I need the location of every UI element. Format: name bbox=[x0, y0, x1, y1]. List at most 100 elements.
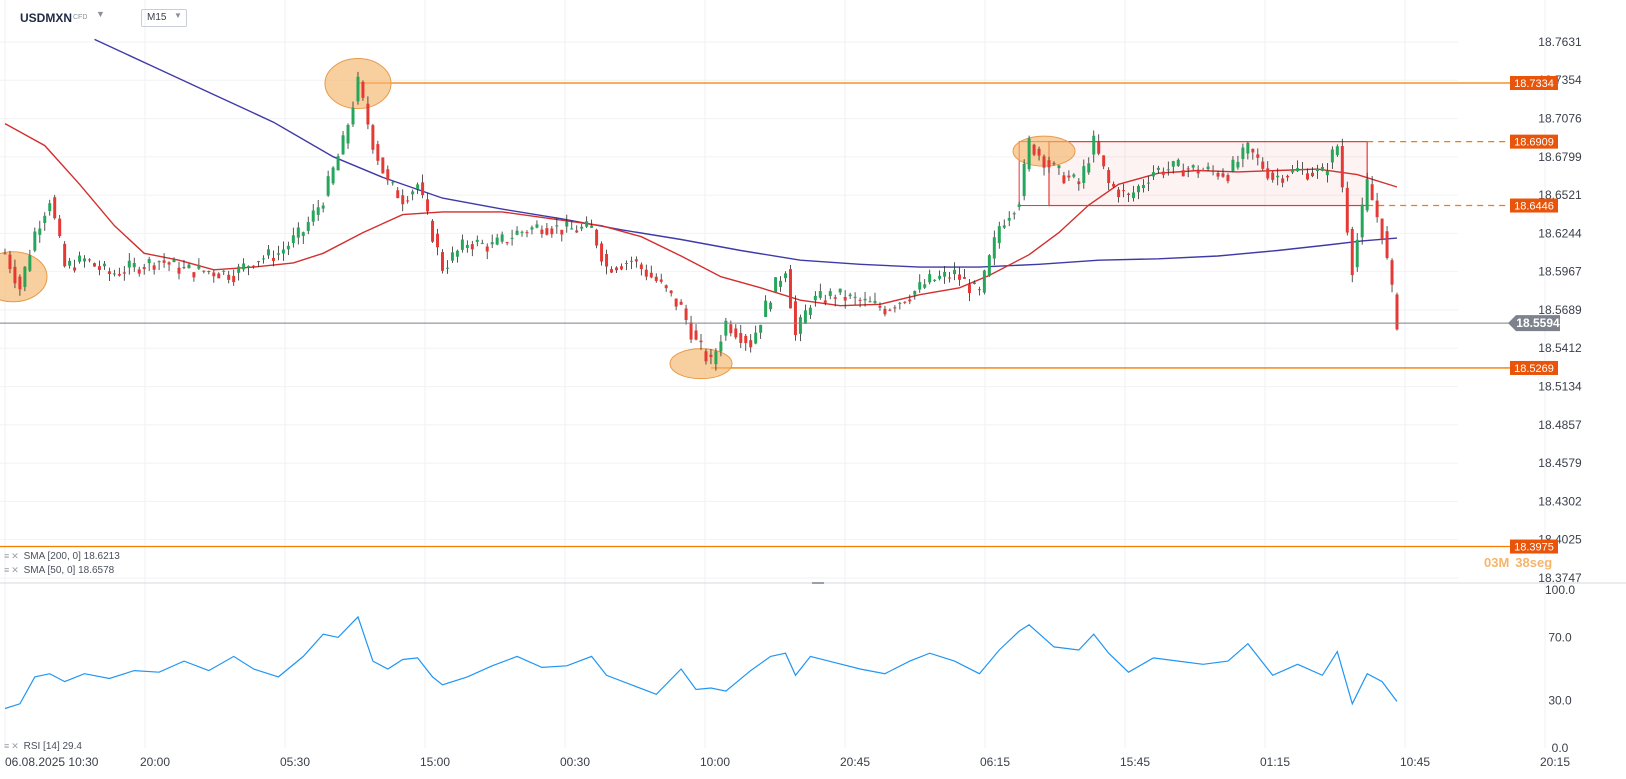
candle[interactable] bbox=[346, 123, 350, 149]
candle[interactable] bbox=[515, 226, 519, 236]
candle[interactable] bbox=[744, 333, 748, 351]
candle[interactable] bbox=[1330, 146, 1334, 169]
candle[interactable] bbox=[848, 292, 852, 300]
candle[interactable] bbox=[1360, 197, 1364, 245]
candle[interactable] bbox=[545, 223, 549, 236]
candle[interactable] bbox=[883, 305, 887, 317]
candle[interactable] bbox=[619, 263, 623, 271]
candle[interactable] bbox=[28, 249, 32, 273]
candle[interactable] bbox=[987, 254, 991, 277]
consolidation-box[interactable] bbox=[1048, 141, 1368, 207]
candle[interactable] bbox=[391, 181, 395, 186]
candle[interactable] bbox=[470, 240, 474, 257]
candle[interactable] bbox=[749, 334, 753, 353]
candle[interactable] bbox=[1256, 148, 1260, 166]
candle[interactable] bbox=[202, 270, 206, 274]
candle[interactable] bbox=[580, 223, 584, 232]
candle[interactable] bbox=[1132, 185, 1136, 202]
candle[interactable] bbox=[709, 349, 713, 365]
candle[interactable] bbox=[878, 302, 882, 311]
candle[interactable] bbox=[321, 202, 325, 213]
candle[interactable] bbox=[903, 301, 907, 305]
candle[interactable] bbox=[520, 230, 524, 237]
candle[interactable] bbox=[43, 212, 47, 231]
candle[interactable] bbox=[341, 131, 345, 155]
candle[interactable] bbox=[634, 256, 638, 268]
candle[interactable] bbox=[13, 259, 17, 289]
candle[interactable] bbox=[281, 241, 285, 261]
candle[interactable] bbox=[157, 260, 161, 271]
candle[interactable] bbox=[833, 294, 837, 307]
timeframe-select[interactable]: M15 ▼ bbox=[141, 9, 187, 27]
candle[interactable] bbox=[227, 270, 231, 284]
candle[interactable] bbox=[271, 250, 275, 267]
candle[interactable] bbox=[1201, 167, 1205, 172]
symbol-dropdown-icon[interactable]: ▼ bbox=[96, 9, 105, 19]
candle[interactable] bbox=[1062, 171, 1066, 185]
candle[interactable] bbox=[1271, 170, 1275, 183]
close-icon[interactable]: ✕ bbox=[11, 551, 19, 561]
candle[interactable] bbox=[629, 256, 633, 270]
candle[interactable] bbox=[18, 274, 22, 296]
candle[interactable] bbox=[152, 262, 156, 275]
candle[interactable] bbox=[416, 182, 420, 195]
candle[interactable] bbox=[1231, 156, 1235, 173]
candle[interactable] bbox=[336, 153, 340, 171]
candle[interactable] bbox=[33, 227, 37, 253]
candle[interactable] bbox=[694, 324, 698, 341]
candle[interactable] bbox=[1077, 178, 1081, 191]
candle[interactable] bbox=[699, 334, 703, 350]
candle[interactable] bbox=[1241, 143, 1245, 168]
candle[interactable] bbox=[754, 325, 758, 345]
candle[interactable] bbox=[306, 216, 310, 235]
candle[interactable] bbox=[1266, 161, 1270, 181]
candle[interactable] bbox=[406, 195, 410, 204]
candle[interactable] bbox=[908, 294, 912, 305]
candle[interactable] bbox=[674, 298, 678, 311]
candle[interactable] bbox=[535, 220, 539, 229]
candle[interactable] bbox=[1206, 162, 1210, 172]
candle[interactable] bbox=[863, 291, 867, 307]
candle[interactable] bbox=[127, 253, 131, 275]
candle[interactable] bbox=[1171, 160, 1175, 174]
candle[interactable] bbox=[1181, 163, 1185, 177]
candle[interactable] bbox=[639, 262, 643, 276]
candle[interactable] bbox=[366, 96, 370, 130]
candle[interactable] bbox=[92, 262, 96, 267]
candle[interactable] bbox=[858, 297, 862, 308]
candle[interactable] bbox=[918, 274, 922, 293]
candle[interactable] bbox=[550, 226, 554, 238]
candle[interactable] bbox=[217, 272, 221, 279]
candle[interactable] bbox=[1082, 159, 1086, 189]
candle[interactable] bbox=[779, 276, 783, 292]
candle[interactable] bbox=[982, 269, 986, 295]
rsi-legend[interactable]: ≡ ✕ RSI [14] 29.4 bbox=[4, 741, 82, 752]
candle[interactable] bbox=[1102, 155, 1106, 170]
candle[interactable] bbox=[1117, 187, 1121, 203]
candle[interactable] bbox=[386, 165, 390, 185]
candle[interactable] bbox=[455, 249, 459, 263]
candle[interactable] bbox=[600, 241, 604, 266]
candle[interactable] bbox=[570, 220, 574, 230]
candle[interactable] bbox=[500, 231, 504, 244]
candle[interactable] bbox=[381, 157, 385, 174]
candle[interactable] bbox=[1286, 174, 1290, 182]
candle[interactable] bbox=[401, 189, 405, 212]
candle[interactable] bbox=[117, 267, 121, 277]
candle[interactable] bbox=[132, 257, 136, 272]
candle[interactable] bbox=[232, 269, 236, 286]
candle[interactable] bbox=[276, 245, 280, 261]
rsi-line[interactable] bbox=[4, 615, 1398, 710]
candle[interactable] bbox=[1127, 192, 1131, 203]
candle[interactable] bbox=[197, 258, 201, 270]
candle[interactable] bbox=[1385, 225, 1389, 260]
candle[interactable] bbox=[1375, 192, 1379, 223]
candle[interactable] bbox=[828, 288, 832, 300]
candle[interactable] bbox=[421, 174, 425, 199]
candle[interactable] bbox=[177, 261, 181, 280]
candle[interactable] bbox=[83, 255, 87, 268]
candle[interactable] bbox=[460, 234, 464, 253]
candle[interactable] bbox=[1007, 211, 1011, 227]
candle[interactable] bbox=[237, 263, 241, 281]
candle[interactable] bbox=[296, 222, 300, 245]
